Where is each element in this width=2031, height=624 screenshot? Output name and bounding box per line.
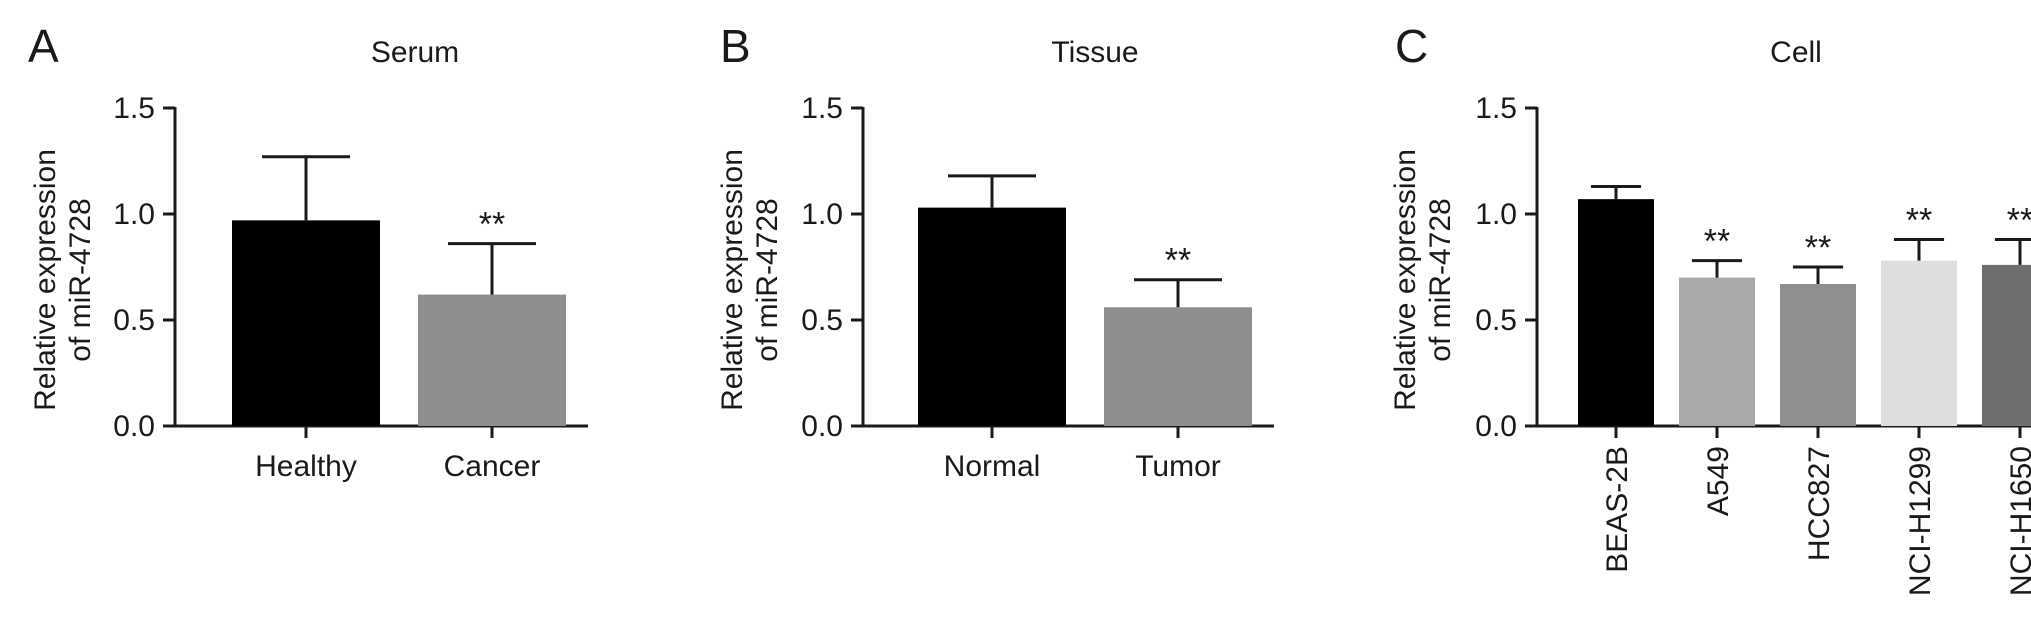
y-axis-label-line-1: Relative expression — [1389, 149, 1422, 411]
significance-marker: ** — [1805, 229, 1831, 267]
y-axis-label-line-1: Relative expression — [29, 149, 62, 411]
panel-a: A Serum Relative expression of miR-4728 … — [28, 20, 588, 483]
significance-marker: ** — [1165, 242, 1191, 280]
bar-beas-2b — [1578, 199, 1654, 426]
y-tick-label: 1.5 — [1475, 92, 1517, 125]
significance-marker: ** — [2007, 201, 2031, 239]
x-category-label: Healthy — [255, 450, 357, 483]
bar-healthy — [232, 220, 380, 426]
plot-area: 0.0 0.5 1.0 1.5 BEAS-2B ** A549 ** HCC827 ** NCI-H… — [1475, 92, 2031, 596]
panel-letter-a: A — [28, 20, 59, 72]
panel-letter-c: C — [1395, 20, 1428, 72]
panel-letter-b: B — [720, 20, 751, 72]
chart-title-serum: Serum — [371, 36, 459, 69]
bar-nci-h1650 — [1982, 264, 2031, 426]
chart-title-tissue: Tissue — [1051, 36, 1138, 69]
y-tick-label: 0.0 — [801, 410, 843, 443]
plot-area: 0.0 0.5 1.0 1.5 Healthy ** Cancer — [113, 92, 588, 483]
y-axis-label-line-2: of miR-4728 — [64, 198, 97, 361]
bar-normal — [918, 207, 1066, 426]
y-tick-label: 1.5 — [801, 92, 843, 125]
x-category-label: Cancer — [444, 450, 541, 483]
bar-nci-h1299 — [1881, 260, 1957, 426]
panel-b: B Tissue Relative expression of miR-4728… — [716, 20, 1274, 483]
y-tick-label: 1.0 — [801, 198, 843, 231]
y-axis-label-line-2: of miR-4728 — [1424, 198, 1457, 361]
y-tick-label: 1.0 — [1475, 198, 1517, 231]
y-tick-label: 0.5 — [801, 304, 843, 337]
chart-title-cell: Cell — [1770, 36, 1822, 69]
significance-marker: ** — [1704, 223, 1730, 261]
x-category-label: BEAS-2B — [1601, 446, 1634, 573]
y-axis-label-line-2: of miR-4728 — [751, 198, 784, 361]
significance-marker: ** — [1906, 201, 1932, 239]
y-tick-label: 0.0 — [1475, 410, 1517, 443]
y-axis-label-line-1: Relative expression — [716, 149, 749, 411]
significance-marker: ** — [479, 206, 505, 244]
bar-cancer — [418, 294, 566, 426]
x-category-label: NCI-H1650 — [2005, 446, 2031, 596]
bar-a549 — [1679, 277, 1755, 426]
y-tick-label: 0.5 — [113, 304, 155, 337]
y-tick-label: 0.5 — [1475, 304, 1517, 337]
x-category-label: Normal — [944, 450, 1041, 483]
plot-area: 0.0 0.5 1.0 1.5 Normal ** Tumor — [801, 92, 1274, 483]
x-category-label: Tumor — [1135, 450, 1221, 483]
bar-tumor — [1104, 307, 1252, 426]
bar-hcc827 — [1780, 283, 1856, 426]
y-tick-label: 0.0 — [113, 410, 155, 443]
panel-c: C Cell Relative expression of miR-4728 0… — [1389, 20, 2031, 596]
y-tick-label: 1.5 — [113, 92, 155, 125]
x-category-label: NCI-H1299 — [1904, 446, 1937, 596]
y-tick-label: 1.0 — [113, 198, 155, 231]
x-category-label: HCC827 — [1803, 446, 1836, 561]
x-category-label: A549 — [1702, 446, 1735, 516]
